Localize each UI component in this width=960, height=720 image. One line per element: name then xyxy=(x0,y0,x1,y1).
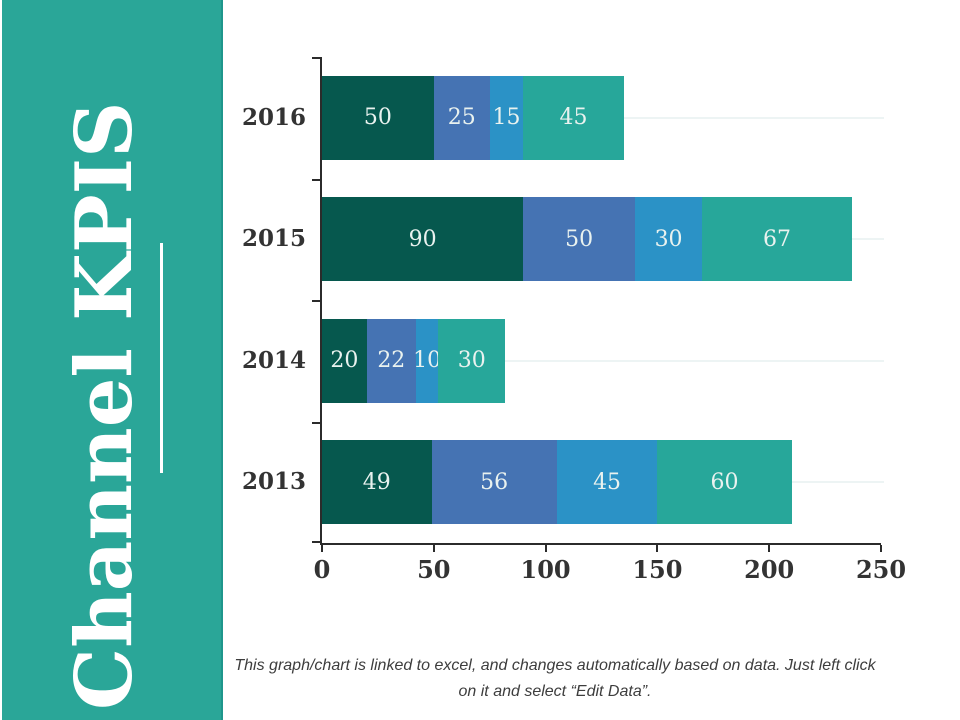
category-label-2016: 2016 xyxy=(241,103,306,131)
value-label: 67 xyxy=(763,226,791,252)
value-label: 45 xyxy=(593,469,622,495)
x-axis-tick xyxy=(768,545,771,552)
bar-segment-2013-series-2[interactable]: 56 xyxy=(431,440,557,525)
x-tick-label: 0 xyxy=(313,555,331,584)
footer-note: This graph/chart is linked to excel, and… xyxy=(234,657,876,700)
value-label: 50 xyxy=(565,226,594,252)
bar-segment-2016-series-3[interactable]: 15 xyxy=(489,75,524,160)
x-axis-tick xyxy=(432,545,435,552)
bar-segment-2015-series-2[interactable]: 50 xyxy=(523,197,636,282)
category-label-2015: 2015 xyxy=(241,225,306,253)
bar-segment-2014-series-1[interactable]: 20 xyxy=(322,318,367,403)
x-axis-tick xyxy=(880,545,882,552)
value-label: 56 xyxy=(480,469,509,495)
x-tick-label: 50 xyxy=(417,555,451,584)
bar-segment-2014-series-2[interactable]: 22 xyxy=(366,318,416,403)
value-label: 22 xyxy=(377,348,406,374)
value-label: 30 xyxy=(457,348,486,374)
y-axis-tick xyxy=(312,57,320,59)
x-tick-label: 150 xyxy=(632,555,683,584)
x-tick-label: 250 xyxy=(855,555,907,584)
bar-row-2014: 20 22 10 30 xyxy=(322,318,506,403)
chart-plot[interactable]: 50 25 15 45 90 50 30 67 20 22 10 30 49 56 45 60 xyxy=(312,57,884,552)
y-axis-tick xyxy=(312,300,320,302)
value-label: 49 xyxy=(362,469,391,495)
value-label: 15 xyxy=(492,105,521,131)
slide-title: Channel KPIS xyxy=(59,101,150,711)
title-divider xyxy=(160,243,163,473)
value-label: 20 xyxy=(330,348,359,374)
x-axis-tick xyxy=(544,545,547,552)
bar-segment-2016-series-4[interactable]: 45 xyxy=(523,75,624,160)
value-label: 50 xyxy=(363,105,392,131)
x-axis-tick xyxy=(321,545,323,552)
bar-segment-2013-series-1[interactable]: 49 xyxy=(322,440,432,525)
gridline xyxy=(322,359,884,362)
bar-segment-2015-series-3[interactable]: 30 xyxy=(635,197,703,282)
value-label: 90 xyxy=(408,226,437,252)
bar-row-2013: 49 56 45 60 xyxy=(322,440,792,525)
value-label: 10 xyxy=(413,348,442,374)
bar-segment-2014-series-3[interactable]: 10 xyxy=(413,318,442,403)
value-label: 60 xyxy=(710,469,739,495)
category-label-2013: 2013 xyxy=(241,468,306,496)
category-label-2014: 2014 xyxy=(241,346,306,374)
x-tick-label: 200 xyxy=(744,555,795,584)
x-tick-label: 100 xyxy=(520,555,571,584)
bar-segment-2016-series-1[interactable]: 50 xyxy=(322,75,434,160)
value-label: 30 xyxy=(654,226,683,252)
value-label: 25 xyxy=(447,105,476,131)
sidebar-panel: Channel KPIS xyxy=(2,0,223,720)
value-label: 45 xyxy=(559,105,588,131)
x-axis-tick xyxy=(656,545,659,552)
bar-segment-2013-series-4[interactable]: 60 xyxy=(657,440,792,525)
y-axis-tick xyxy=(312,421,320,424)
bar-segment-2015-series-4[interactable]: 67 xyxy=(702,197,852,282)
bar-row-2015: 90 50 30 67 xyxy=(322,197,852,282)
bar-segment-2014-series-4[interactable]: 30 xyxy=(438,318,506,403)
y-axis-tick xyxy=(312,541,320,543)
bar-segment-2013-series-3[interactable]: 45 xyxy=(556,440,658,525)
y-axis-tick xyxy=(312,178,320,181)
bar-segment-2015-series-1[interactable]: 90 xyxy=(322,197,524,282)
bar-segment-2016-series-2[interactable]: 25 xyxy=(433,75,490,160)
bar-row-2016: 50 25 15 45 xyxy=(322,75,624,160)
